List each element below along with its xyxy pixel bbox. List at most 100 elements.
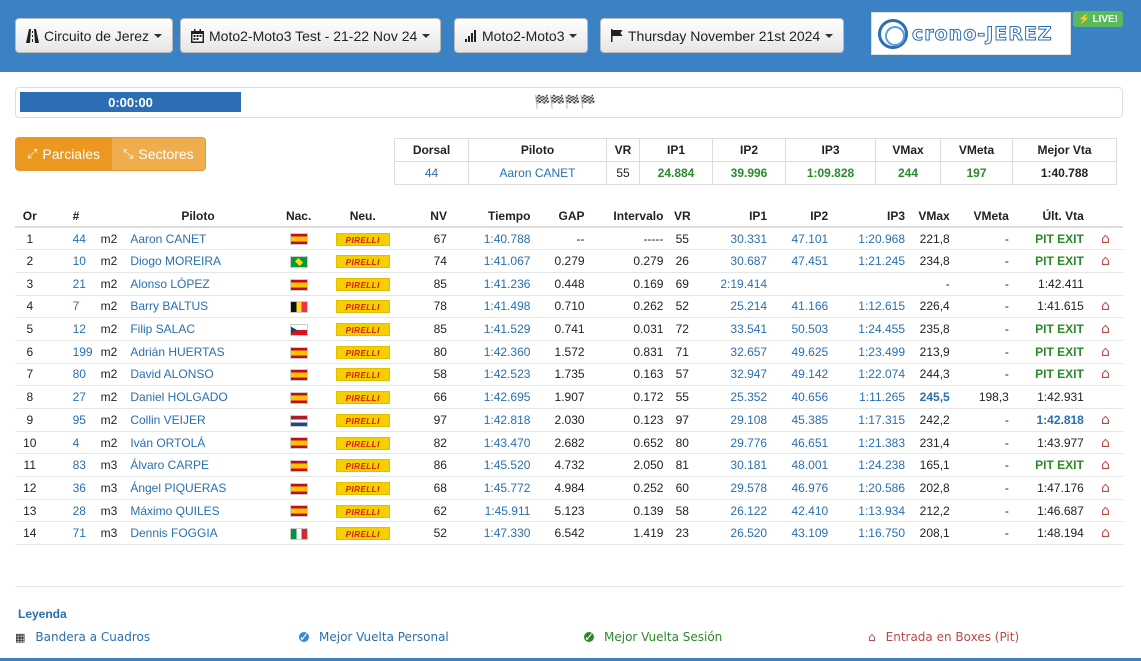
num-cell[interactable]: 10 xyxy=(44,249,97,273)
tyre-cell: PIRELLI xyxy=(323,340,403,364)
name-cell[interactable]: Máximo QUILES xyxy=(126,499,275,523)
vmeta-cell: - xyxy=(953,431,1013,455)
flag-cz-icon xyxy=(289,323,308,336)
best-rider[interactable]: Aaron CANET xyxy=(468,161,607,185)
table-row[interactable]: 13 28 m3 Máximo QUILES PIRELLI 62 1:45.911 5.12… xyxy=(15,499,1123,523)
num-cell[interactable]: 28 xyxy=(44,499,97,523)
num-cell[interactable]: 199 xyxy=(44,340,97,364)
vmeta-cell: - xyxy=(953,499,1013,523)
date-dropdown[interactable]: Thursday November 21st 2024 xyxy=(600,18,845,53)
table-row[interactable]: 5 12 m2 Filip SALAC PIRELLI 85 1:41.529 0.741 0.… xyxy=(15,317,1123,341)
time-cell: 1:43.470 xyxy=(450,431,535,455)
table-row[interactable]: 11 83 m3 Álvaro CARPE PIRELLI 86 1:45.520 4.732… xyxy=(15,453,1123,478)
vr-cell: 60 xyxy=(667,476,698,500)
cat-cell: m2 xyxy=(96,408,127,432)
parciales-button[interactable]: ⤢ Parciales xyxy=(15,137,112,171)
name-cell[interactable]: Alonso LÓPEZ xyxy=(126,272,275,296)
pirelli-logo: PIRELLI xyxy=(335,277,390,291)
vmeta-cell: 198,3 xyxy=(953,385,1013,409)
cat-cell: m2 xyxy=(96,295,127,319)
time-cell: 1:42.523 xyxy=(450,363,535,387)
logo-emblem xyxy=(878,18,908,49)
ip3-cell: 1:17.315 xyxy=(832,408,909,432)
pirelli-logo: PIRELLI xyxy=(335,527,390,541)
ip3-cell: 1:20.968 xyxy=(832,227,909,251)
best-vr: 55 xyxy=(606,161,640,185)
category-dropdown[interactable]: Moto2-Moto3 xyxy=(454,18,589,53)
name-cell[interactable]: David ALONSO xyxy=(126,363,275,387)
num-cell[interactable]: 4 xyxy=(44,431,97,455)
num-cell[interactable]: 71 xyxy=(44,521,97,546)
ip1-cell: 25.352 xyxy=(697,385,772,409)
gap-cell: 0.710 xyxy=(534,295,589,319)
num-cell[interactable]: 44 xyxy=(44,227,97,251)
num-cell[interactable]: 80 xyxy=(44,363,97,387)
best-dorsal[interactable]: 44 xyxy=(394,161,469,185)
home-icon: ⌂ xyxy=(1100,502,1110,519)
name-cell[interactable]: Aaron CANET xyxy=(126,227,275,251)
table-row[interactable]: 1 44 m2 Aaron CANET PIRELLI 67 1:40.788 -- -----… xyxy=(15,227,1123,251)
chevron-down-icon xyxy=(154,33,163,38)
num-cell[interactable]: 21 xyxy=(44,272,97,296)
num-cell[interactable]: 95 xyxy=(44,408,97,432)
int-cell: 0.831 xyxy=(588,340,668,364)
pos-cell: 3 xyxy=(15,272,45,296)
home-icon: ⌂ xyxy=(1100,230,1110,247)
vmax-cell: 213,9 xyxy=(909,340,954,364)
table-row[interactable]: 4 7 m2 Barry BALTUS PIRELLI 78 1:41.498 0.710 0.… xyxy=(15,295,1123,319)
table-row[interactable]: 8 27 m2 Daniel HOLGADO PIRELLI 66 1:42.695 1.90… xyxy=(15,385,1123,409)
num-cell[interactable]: 83 xyxy=(44,453,97,478)
ip1-cell: 29.776 xyxy=(697,431,772,455)
num-cell[interactable]: 12 xyxy=(44,317,97,341)
table-row[interactable]: 10 4 m2 Iván ORTOLÁ PIRELLI 82 1:43.470 2.682 0.… xyxy=(15,431,1123,455)
name-cell[interactable]: Collin VEIJER xyxy=(126,408,275,432)
tyre-cell: PIRELLI xyxy=(323,521,403,546)
flag-nl-icon xyxy=(289,414,308,427)
num-cell[interactable]: 7 xyxy=(44,295,97,319)
last-lap-cell: 1:46.687 xyxy=(1012,499,1088,523)
pirelli-logo: PIRELLI xyxy=(335,481,390,495)
ip1-cell: 30.687 xyxy=(697,249,772,273)
vr-cell: 69 xyxy=(667,272,698,296)
name-cell[interactable]: Adrián HUERTAS xyxy=(126,340,275,364)
table-row[interactable]: 7 80 m2 David ALONSO PIRELLI 58 1:42.523 1.735 0… xyxy=(15,363,1123,387)
time-cell: 1:42.360 xyxy=(450,340,535,364)
num-cell[interactable]: 36 xyxy=(44,476,97,500)
circuit-dropdown-label: Circuito de Jerez xyxy=(44,27,150,44)
gap-cell: 1.572 xyxy=(534,340,589,364)
pit-cell: ⌂ xyxy=(1087,408,1123,432)
time-cell: 1:45.911 xyxy=(450,499,535,523)
sectores-button[interactable]: ⤡ Sectores xyxy=(112,137,206,171)
best-header-cell: VMax xyxy=(875,138,941,162)
circuit-dropdown[interactable]: Circuito de Jerez xyxy=(15,18,174,53)
calendar-icon xyxy=(191,28,204,43)
pirelli-logo: PIRELLI xyxy=(335,391,390,405)
name-cell[interactable]: Ángel PIQUERAS xyxy=(126,476,275,500)
flag-es-icon xyxy=(289,482,308,495)
num-cell[interactable]: 27 xyxy=(44,385,97,409)
flag-es-icon xyxy=(289,437,308,450)
gap-cell: 1.907 xyxy=(534,385,589,409)
road-icon xyxy=(26,28,39,43)
table-row[interactable]: 3 21 m2 Alonso LÓPEZ PIRELLI 85 1:41.236 0.448 0… xyxy=(15,272,1123,296)
best-ip3: 1:09.828 xyxy=(785,161,876,185)
name-cell[interactable]: Dennis FOGGIA xyxy=(126,521,275,546)
cat-cell: m2 xyxy=(96,249,127,273)
table-row[interactable]: 2 10 m2 Diogo MOREIRA PIRELLI 74 1:41.067 0.279… xyxy=(15,249,1123,273)
vr-cell: 97 xyxy=(667,408,698,432)
event-dropdown[interactable]: Moto2-Moto3 Test - 21-22 Nov 24 xyxy=(180,18,442,53)
table-row[interactable]: 14 71 m3 Dennis FOGGIA PIRELLI 52 1:47.330 6.54… xyxy=(15,521,1123,546)
name-cell[interactable]: Diogo MOREIRA xyxy=(126,249,275,273)
cat-cell: m2 xyxy=(96,272,127,296)
vmax-cell: 231,4 xyxy=(909,431,954,455)
name-cell[interactable]: Filip SALAC xyxy=(126,317,275,341)
pos-cell: 2 xyxy=(15,249,45,273)
name-cell[interactable]: Barry BALTUS xyxy=(126,295,275,319)
table-row[interactable]: 12 36 m3 Ángel PIQUERAS PIRELLI 68 1:45.772 4.9… xyxy=(15,476,1123,500)
name-cell[interactable]: Álvaro CARPE xyxy=(126,453,275,478)
name-cell[interactable]: Daniel HOLGADO xyxy=(126,385,275,409)
table-row[interactable]: 6 199 m2 Adrián HUERTAS PIRELLI 80 1:42.360 1.5… xyxy=(15,340,1123,364)
table-row[interactable]: 9 95 m2 Collin VEIJER PIRELLI 97 1:42.818 2.030… xyxy=(15,408,1123,432)
vmax-cell: 245,5 xyxy=(909,385,954,409)
name-cell[interactable]: Iván ORTOLÁ xyxy=(126,431,275,455)
